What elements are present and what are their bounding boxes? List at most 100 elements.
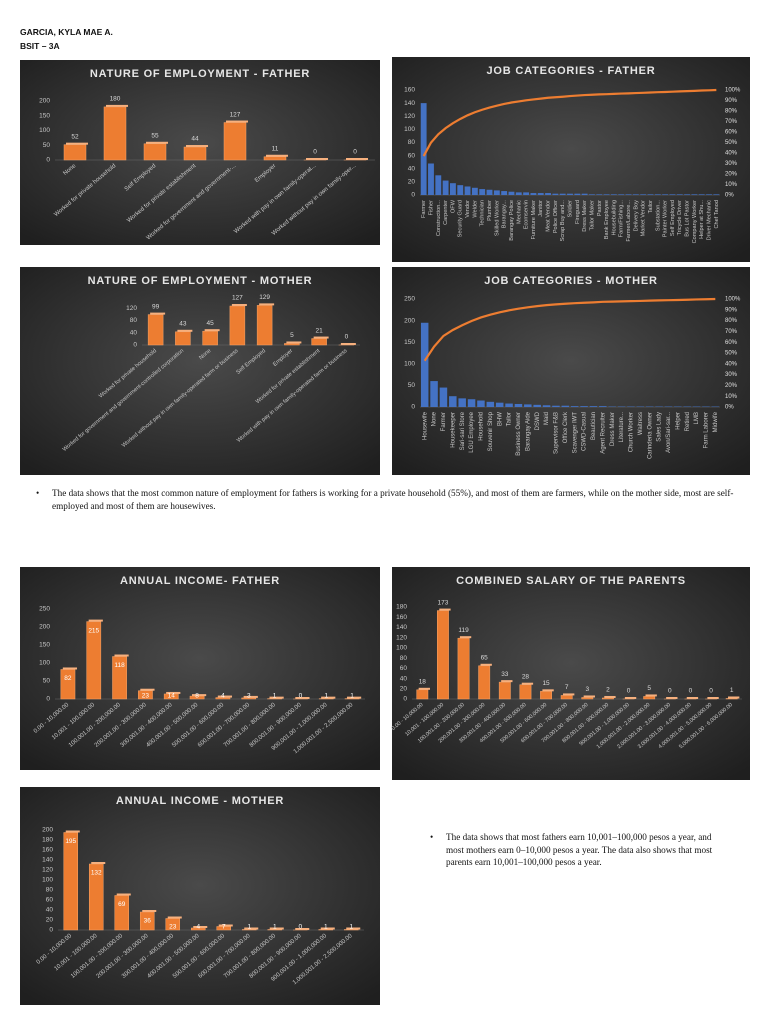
x-tick-label: Vendor bbox=[465, 200, 471, 218]
y-tick-label: 180 bbox=[42, 837, 53, 844]
data-label: 44 bbox=[191, 136, 199, 143]
data-label: 1 bbox=[349, 924, 353, 931]
data-label: 8 bbox=[195, 693, 199, 700]
x-tick-label: Delivery Boy bbox=[633, 200, 639, 232]
bar bbox=[574, 193, 581, 195]
bar bbox=[457, 185, 464, 195]
bar bbox=[437, 610, 449, 700]
data-label: 1 bbox=[324, 924, 328, 931]
data-label: 82 bbox=[64, 675, 72, 682]
x-tick-label: LMB bbox=[694, 412, 700, 424]
y-tick-label: 80 bbox=[400, 655, 408, 662]
y-tick-label: 60 bbox=[46, 897, 54, 904]
bar bbox=[654, 194, 661, 195]
bar-top bbox=[231, 303, 247, 306]
data-label: 23 bbox=[142, 693, 150, 700]
y-tick-label: 0 bbox=[133, 342, 137, 349]
y-tick-label: 20 bbox=[400, 685, 408, 692]
bar-top bbox=[204, 329, 220, 332]
bar-top bbox=[306, 158, 328, 160]
bar-top bbox=[418, 687, 430, 690]
x-tick-label: Dress Maker bbox=[610, 412, 616, 446]
bar-top bbox=[140, 688, 155, 691]
x-tick-label: Helper at Shu... bbox=[699, 200, 705, 239]
y2-tick-label: 60% bbox=[725, 340, 738, 346]
bar bbox=[143, 143, 167, 161]
chart-title: ANNUAL INCOME- FATHER bbox=[120, 575, 280, 587]
data-label: 33 bbox=[501, 671, 509, 678]
x-tick-label: LGU Employee bbox=[469, 411, 475, 452]
y-tick-label: 180 bbox=[396, 604, 407, 611]
bar bbox=[103, 106, 127, 161]
y-tick-label: 150 bbox=[404, 339, 415, 346]
y2-tick-label: 70% bbox=[725, 119, 738, 125]
data-label: 0 bbox=[689, 688, 693, 695]
bar bbox=[505, 403, 513, 407]
y2-tick-label: 40% bbox=[725, 151, 738, 157]
chart-background bbox=[392, 267, 750, 475]
bar bbox=[524, 404, 532, 407]
chart-title: COMBINED SALARY OF THE PARENTS bbox=[456, 575, 686, 587]
bar bbox=[223, 122, 247, 161]
bar bbox=[450, 183, 456, 195]
chart: ANNUAL INCOME - MOTHER020406080100120140… bbox=[20, 787, 380, 1005]
y-tick-label: 200 bbox=[39, 624, 50, 631]
data-label: 11 bbox=[272, 145, 279, 152]
x-tick-label: Bank Employee bbox=[604, 200, 610, 239]
y-tick-label: 120 bbox=[126, 305, 137, 312]
x-tick-label: Sales Lady bbox=[657, 412, 663, 442]
bar-top bbox=[346, 927, 361, 930]
bar-top bbox=[217, 695, 233, 698]
y-tick-label: 80 bbox=[408, 139, 416, 146]
x-tick-label: Bus Lot Pastor bbox=[685, 200, 691, 237]
y-tick-label: 150 bbox=[39, 112, 50, 119]
bar-top bbox=[150, 312, 166, 315]
data-label: 15 bbox=[542, 680, 550, 687]
bar bbox=[540, 691, 552, 700]
bar bbox=[523, 192, 530, 195]
bar-top bbox=[177, 329, 193, 332]
bar bbox=[580, 406, 588, 407]
y-tick-label: 60 bbox=[408, 152, 416, 159]
data-label: 36 bbox=[144, 918, 152, 925]
data-label: 43 bbox=[179, 321, 187, 328]
x-tick-label: Carinderia Owner bbox=[647, 412, 653, 459]
bar-top bbox=[226, 120, 248, 123]
bar bbox=[643, 696, 656, 700]
bar bbox=[515, 192, 522, 195]
bar-top bbox=[346, 696, 362, 699]
data-label: 18 bbox=[419, 679, 427, 686]
bar-top bbox=[439, 608, 451, 611]
data-label: 1 bbox=[247, 924, 251, 931]
y2-tick-label: 100% bbox=[725, 88, 741, 94]
bar bbox=[493, 190, 500, 195]
bar-top bbox=[167, 916, 182, 919]
bar bbox=[147, 314, 164, 346]
data-label: 1 bbox=[273, 924, 277, 931]
data-label: 3 bbox=[586, 686, 590, 693]
y-tick-label: 140 bbox=[396, 624, 407, 631]
y-tick-label: 200 bbox=[42, 827, 53, 834]
x-tick-label: Tailor Maker bbox=[589, 200, 595, 231]
x-tick-label: Barangay Police bbox=[509, 200, 515, 241]
bar bbox=[684, 194, 690, 195]
chart-title: NATURE OF EMPLOYMENT - MOTHER bbox=[88, 275, 313, 287]
bar-top bbox=[243, 695, 258, 698]
bar bbox=[467, 399, 476, 407]
data-label: 5 bbox=[647, 685, 651, 692]
chart-background bbox=[20, 787, 380, 1005]
data-label: 0 bbox=[668, 688, 672, 695]
bar-top bbox=[88, 619, 103, 622]
data-label: 3 bbox=[247, 693, 251, 700]
y-tick-label: 20 bbox=[46, 917, 54, 924]
data-label: 1 bbox=[730, 687, 734, 694]
y2-tick-label: 90% bbox=[725, 98, 738, 104]
data-label: 1 bbox=[273, 693, 277, 700]
x-tick-label: Construction... bbox=[436, 200, 442, 237]
bar-top bbox=[259, 303, 275, 306]
bar bbox=[676, 194, 683, 195]
bar bbox=[477, 400, 485, 407]
x-tick-label: Helper bbox=[675, 412, 681, 430]
